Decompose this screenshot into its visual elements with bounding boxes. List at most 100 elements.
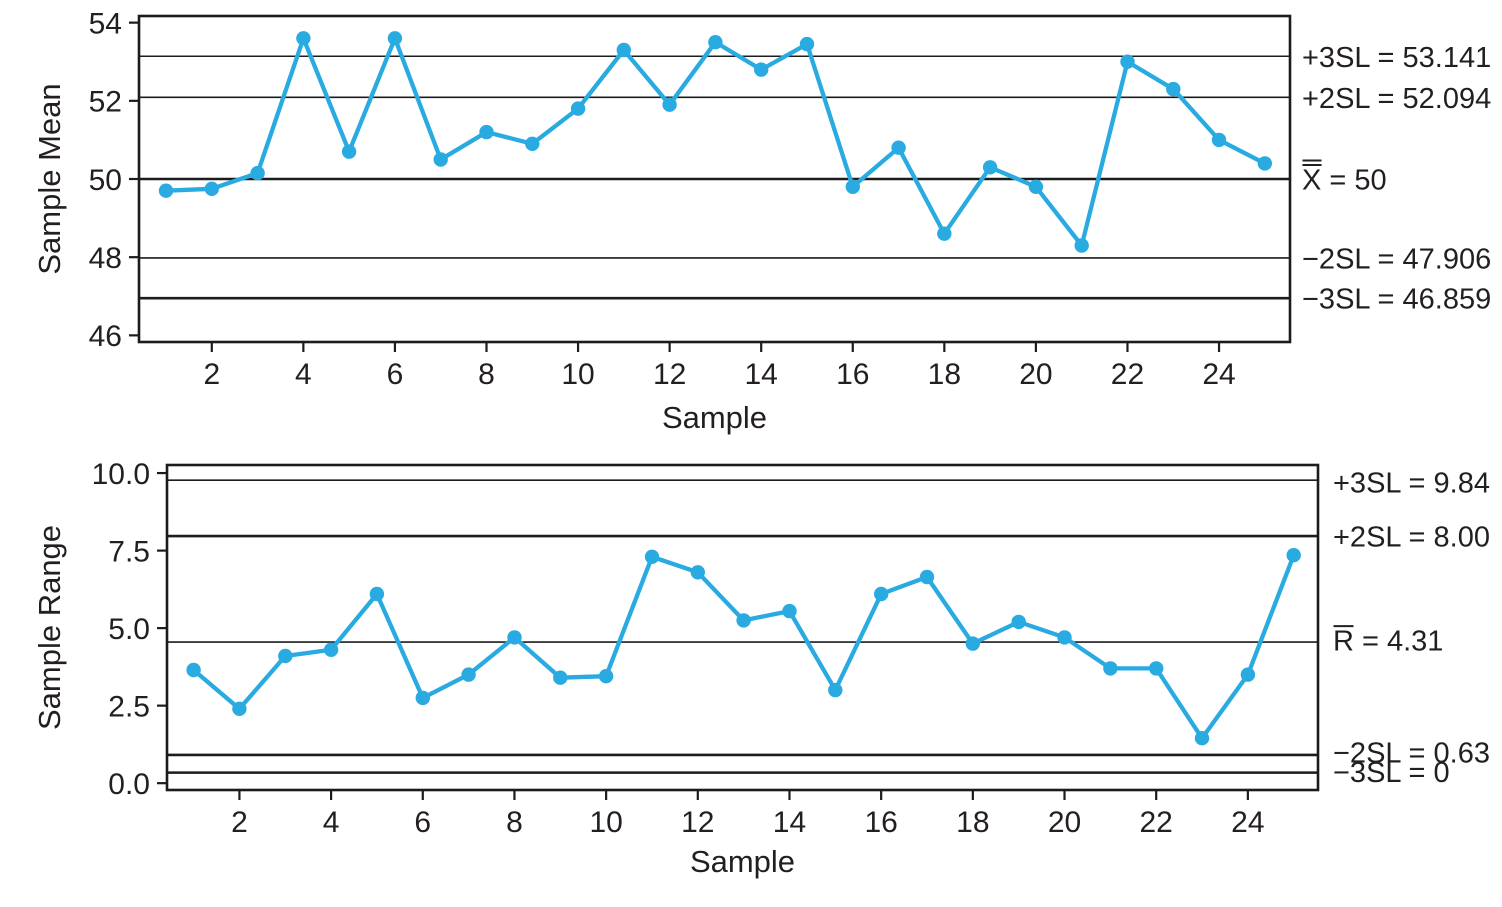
data-point [754,62,769,77]
data-point [982,160,998,175]
data-point [965,636,980,651]
y-tick-label: 52 [89,86,122,119]
data-point [1011,614,1026,630]
x-tick-label: 16 [864,806,897,839]
x-tick-label: 24 [1231,806,1264,839]
data-point [296,31,311,46]
limit-label: −2SL = 47.906 [1302,243,1491,275]
limit-label: +3SL = 9.84 [1333,468,1490,500]
data-point [341,144,357,159]
data-point [1028,179,1044,194]
x-tick-label: 18 [956,806,989,839]
x-tick-label: 8 [478,358,495,391]
data-point [278,648,293,664]
x-tick-label: 24 [1202,358,1235,391]
data-point [507,630,522,645]
data-point [708,35,723,50]
data-point [736,613,751,628]
limit-label: +2SL = 52.094 [1302,83,1491,115]
series-line [191,553,1296,741]
data-point [433,152,448,167]
x-tick-label: 2 [231,806,248,839]
data-point [461,667,476,682]
x-tick-label: 10 [561,358,594,391]
x-tick-label: 14 [745,358,778,391]
y-tick-label: 10.0 [92,458,150,491]
x-tick-label: 22 [1111,358,1144,391]
data-point [1257,156,1273,171]
x-tick-label: 16 [836,358,869,391]
data-point [1194,731,1210,746]
data-point [919,569,935,585]
limit-label: R = 4.31 [1333,626,1443,658]
data-point [662,97,677,112]
data-point [1286,548,1301,563]
x-tick-label: 4 [323,806,340,839]
data-point [644,549,660,564]
y-tick-label: 0.0 [108,768,150,801]
data-point [845,179,860,194]
x-tick-label: 10 [589,806,622,839]
data-point [937,226,952,241]
x-tick-label: 12 [681,806,714,839]
x-tick-label: 2 [203,358,220,391]
data-point [204,181,219,196]
x-tick-label: 8 [506,806,523,839]
y-tick-label: 5.0 [108,613,150,646]
x-axis-title: Sample [662,400,767,435]
y-tick-label: 46 [89,320,122,353]
data-point [1103,661,1118,676]
data-point [799,36,815,52]
data-point [232,701,247,716]
data-point [1120,54,1135,69]
data-point [415,690,430,706]
data-point [250,165,265,181]
data-point [1057,630,1072,645]
x-tick-label: 14 [773,806,806,839]
data-point [1149,661,1164,676]
limit-label: +2SL = 8.00 [1333,522,1490,554]
limit-label: X = 50 [1302,165,1387,197]
y-tick-label: 48 [89,242,122,275]
data-point [874,586,889,602]
plot-border [165,463,1320,792]
data-point [598,669,614,684]
y-tick-label: 2.5 [108,690,150,723]
data-point [1074,238,1089,253]
limit-label: −2SL = 0.63 [1333,737,1490,769]
data-point [158,183,174,198]
y-axis-title: Sample Range [32,525,67,730]
data-point [323,642,339,657]
data-point [616,42,631,58]
data-point [782,603,797,619]
data-point [387,31,403,46]
data-point [828,682,843,698]
data-point [1211,132,1227,148]
data-point [369,586,385,602]
x-axis-title: Sample [690,844,795,879]
series-line [163,36,1267,248]
limit-label: −3SL = 46.859 [1302,284,1491,316]
data-point [891,140,906,155]
plot-border [137,14,1292,344]
y-axis-title: Sample Mean [32,83,67,274]
x-tick-label: 20 [1048,806,1081,839]
x-tick-label: 4 [295,358,312,391]
x-tick-label: 12 [653,358,686,391]
y-tick-label: 54 [89,7,122,40]
y-tick-label: 7.5 [108,535,150,568]
limit-label: −3SL = 0 [1333,757,1450,789]
x-tick-label: 20 [1019,358,1052,391]
data-point [1166,81,1181,97]
x-tick-label: 18 [928,358,961,391]
x-tick-label: 22 [1140,806,1173,839]
y-tick-label: 50 [89,164,122,197]
data-point [1240,667,1256,682]
data-point [186,662,201,678]
data-point [525,136,540,151]
data-point [570,101,586,116]
